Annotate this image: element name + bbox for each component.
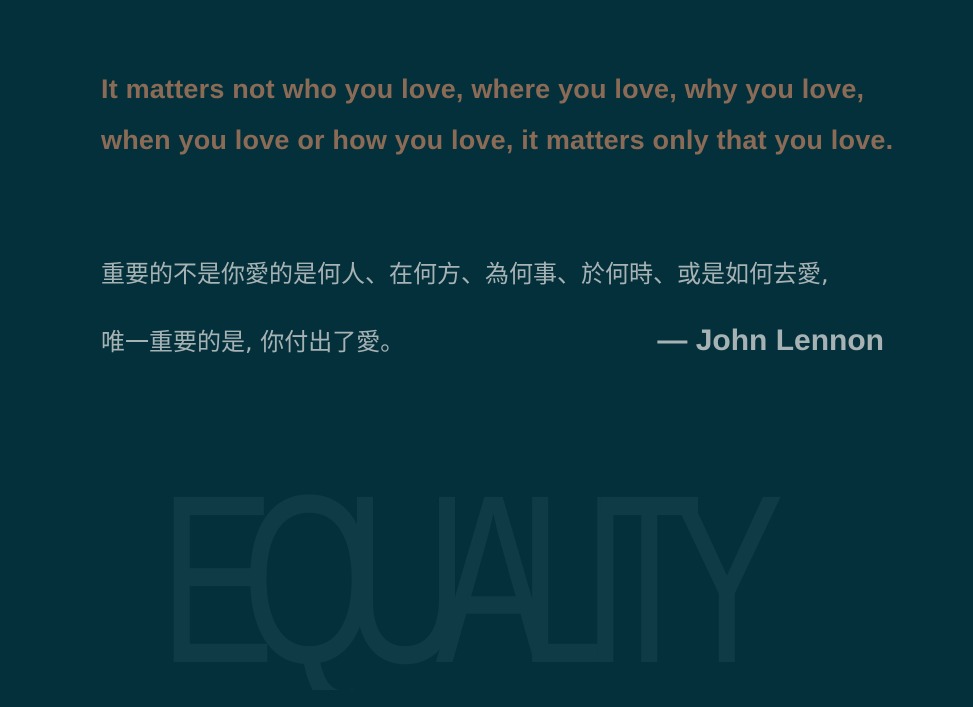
quote-attribution: — John Lennon — [657, 324, 884, 357]
watermark-svg: EQUALITY — [160, 446, 785, 690]
quote-english: It matters not who you love, where you l… — [101, 74, 894, 155]
watermark-text: EQUALITY — [160, 446, 785, 690]
quote-chinese-line-2: 唯一重要的是, 你付出了愛。 — [101, 328, 405, 356]
background-watermark: EQUALITY — [22, 440, 922, 690]
quote-chinese-line-1: 重要的不是你愛的是何人、在何方、為何事、於何時、或是如何去愛, — [101, 260, 829, 288]
